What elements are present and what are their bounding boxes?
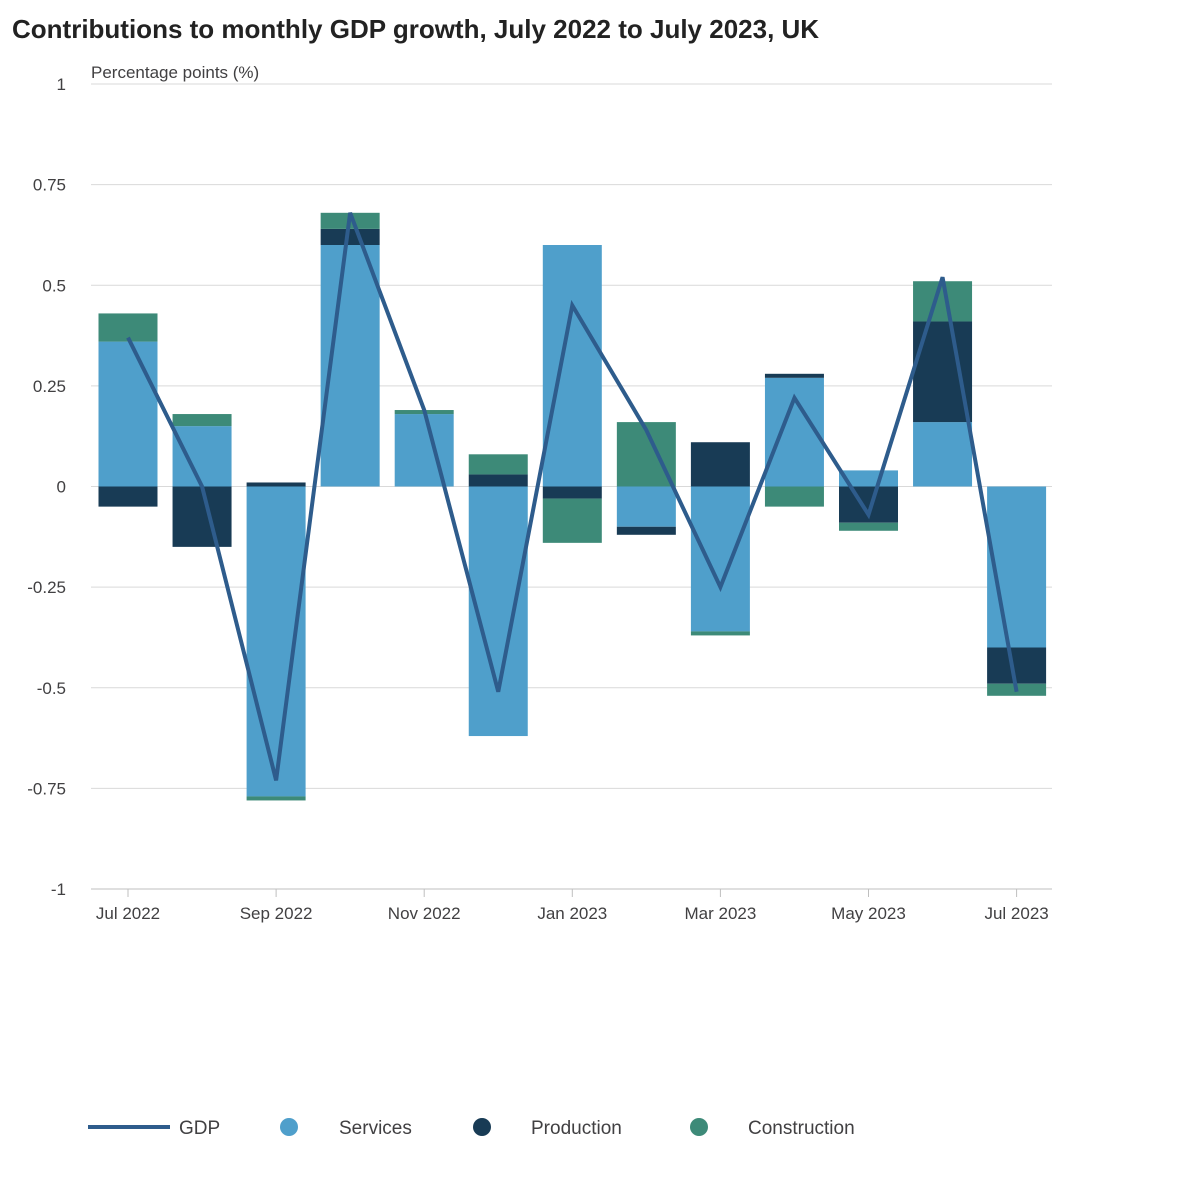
bar-production-jun-2023[interactable] xyxy=(913,321,973,423)
x-tick-label: Mar 2023 xyxy=(684,904,756,923)
y-tick-label: 0.75 xyxy=(33,176,66,195)
bar-services-mar-2023[interactable] xyxy=(690,486,750,632)
legend-production-label[interactable]: Production xyxy=(531,1118,622,1139)
axis-layer xyxy=(91,888,1052,897)
x-tick-label: Jan 2023 xyxy=(537,904,607,923)
legend: GDP Services Production Construction xyxy=(88,1118,855,1139)
bar-layer xyxy=(98,212,1047,801)
legend-services-marker xyxy=(280,1118,298,1136)
bar-production-mar-2023[interactable] xyxy=(690,442,750,487)
bar-construction-mar-2023[interactable] xyxy=(690,631,750,636)
bar-services-jan-2023[interactable] xyxy=(542,245,602,487)
y-axis-title: Percentage points (%) xyxy=(91,63,259,82)
bar-services-feb-2023[interactable] xyxy=(616,486,676,527)
y-tick-label: 0.25 xyxy=(33,377,66,396)
y-tick-label: -0.25 xyxy=(27,578,66,597)
bar-production-aug-2022[interactable] xyxy=(172,486,232,547)
legend-construction-label[interactable]: Construction xyxy=(748,1118,855,1139)
bar-production-oct-2022[interactable] xyxy=(320,228,380,245)
x-tick-label: Nov 2022 xyxy=(388,904,461,923)
bar-construction-aug-2022[interactable] xyxy=(172,414,232,427)
y-tick-label: -0.5 xyxy=(37,679,66,698)
bar-construction-sep-2022[interactable] xyxy=(246,796,306,801)
y-tick-label: 0.5 xyxy=(42,276,66,295)
y-tick-label: 0 xyxy=(57,478,66,497)
tick-label-layer: 1 0.75 0.5 0.25 0 -0.25 -0.5 -0.75 -1 Jul 2022 Sep… xyxy=(27,75,1048,923)
y-tick-label: -1 xyxy=(51,880,66,899)
x-tick-label: May 2023 xyxy=(831,904,906,923)
y-tick-label: 1 xyxy=(57,75,66,94)
bar-services-jul-2022[interactable] xyxy=(98,341,158,487)
legend-services-label[interactable]: Services xyxy=(339,1118,412,1139)
bar-services-sep-2022[interactable] xyxy=(246,486,306,797)
bar-construction-jan-2023[interactable] xyxy=(542,498,602,543)
bar-construction-jul-2022[interactable] xyxy=(98,313,158,342)
bar-services-jul-2023[interactable] xyxy=(987,486,1047,648)
legend-production-marker xyxy=(473,1118,491,1136)
bar-production-sep-2022[interactable] xyxy=(246,482,306,487)
gdp-line-layer xyxy=(126,212,1019,781)
x-tick-label: Jul 2022 xyxy=(96,904,160,923)
bar-services-may-2023[interactable] xyxy=(839,470,898,487)
bar-production-feb-2023[interactable] xyxy=(616,526,676,535)
bar-production-jul-2022[interactable] xyxy=(98,486,158,507)
bar-production-jul-2023[interactable] xyxy=(987,647,1047,684)
bar-production-jan-2023[interactable] xyxy=(542,486,602,499)
x-tick-label: Jul 2023 xyxy=(984,904,1048,923)
bar-construction-dec-2022[interactable] xyxy=(468,454,528,475)
bar-services-jun-2023[interactable] xyxy=(913,422,973,487)
x-tick-label: Sep 2022 xyxy=(240,904,313,923)
bar-production-dec-2022[interactable] xyxy=(468,474,528,487)
y-tick-label: -0.75 xyxy=(27,779,66,798)
legend-construction-marker xyxy=(690,1118,708,1136)
legend-gdp-label[interactable]: GDP xyxy=(179,1118,220,1139)
bar-services-nov-2022[interactable] xyxy=(394,414,454,487)
bar-services-aug-2022[interactable] xyxy=(172,426,232,487)
chart-title: Contributions to monthly GDP growth, Jul… xyxy=(12,14,820,44)
bar-construction-may-2023[interactable] xyxy=(839,522,898,531)
gdp-line[interactable] xyxy=(126,212,1019,781)
bar-production-apr-2023[interactable] xyxy=(764,373,824,378)
bar-construction-apr-2023[interactable] xyxy=(764,486,824,507)
